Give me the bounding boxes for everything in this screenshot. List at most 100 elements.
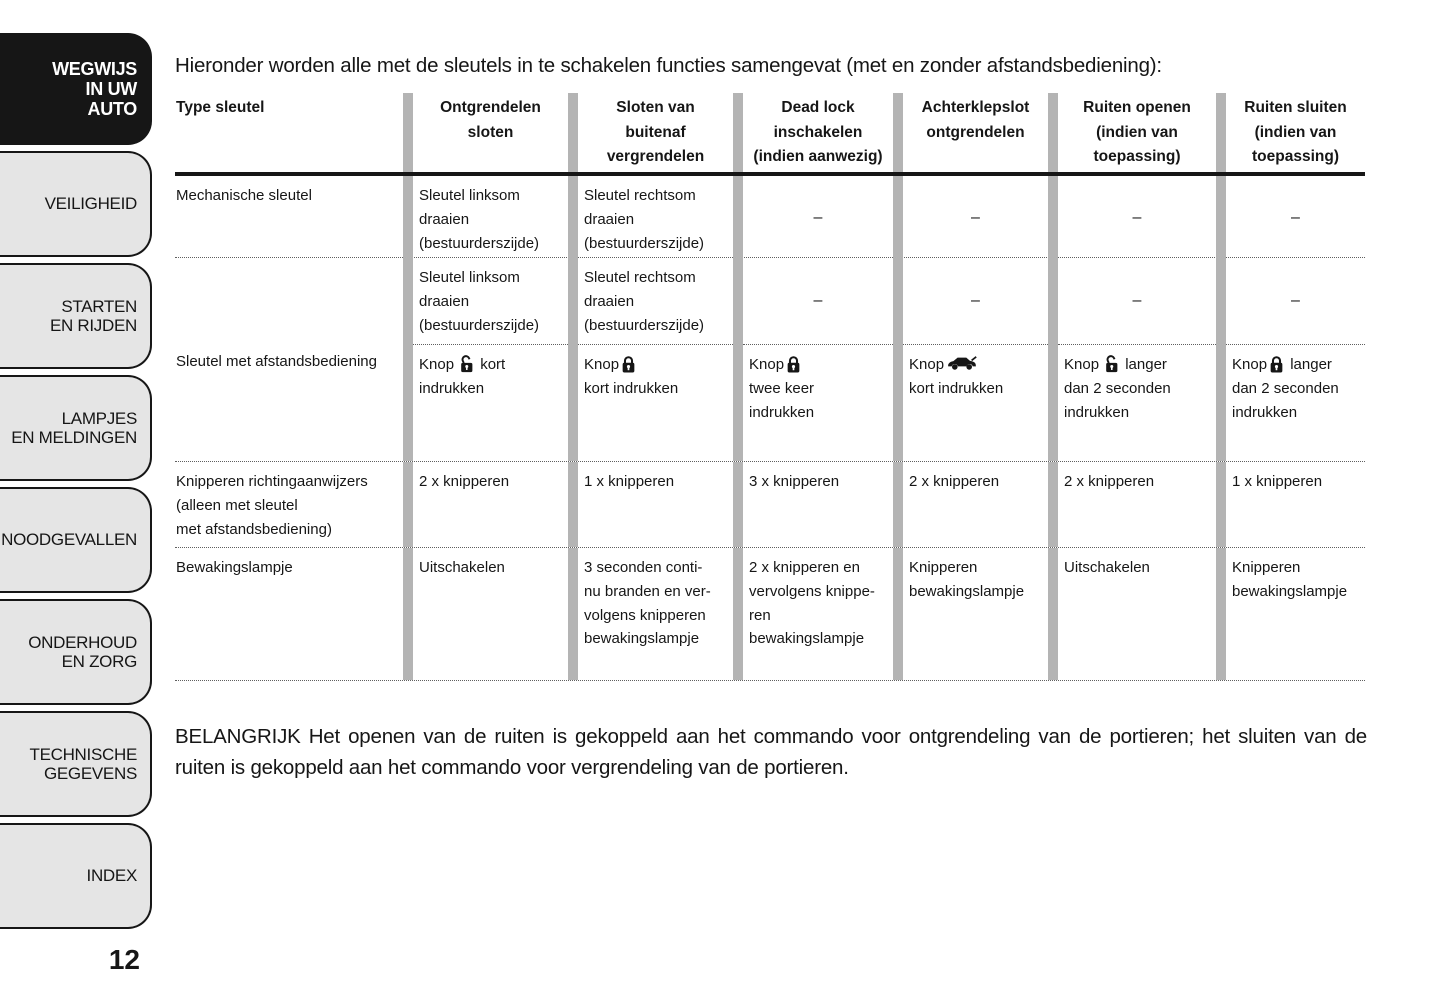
table-cell-knop-ruiten-openen: Knop langer dan 2 seconden indrukken (1064, 355, 1171, 421)
column-separator (568, 462, 578, 547)
tab-label: LAMPJES EN MELDINGEN (11, 408, 137, 447)
column-separator (1048, 258, 1058, 461)
sidebar-item-wegwijs-in-uw-auto[interactable]: WEGWIJS IN UW AUTO (0, 33, 152, 145)
column-separator (403, 548, 413, 680)
table-cell-knop-achterklep: Knop kort indrukken (909, 355, 1004, 397)
column-separator (1048, 462, 1058, 547)
car-open-trunk-icon (947, 355, 977, 371)
table-cell-dash: – (743, 258, 893, 345)
table-cell: 1 x knipperen (1232, 473, 1323, 490)
row-label: Mechanische sleutel (176, 187, 312, 204)
column-separator (568, 258, 578, 461)
tab-label: ONDERHOUD EN ZORG (28, 632, 137, 671)
sidebar-item-lampjes-en-meldingen[interactable]: LAMPJES EN MELDINGEN (0, 375, 152, 481)
sidebar-item-index[interactable]: INDEX (0, 823, 152, 929)
column-separator (893, 258, 903, 461)
table-cell-knop-vergrendelen: Knop kort indrukken (584, 356, 679, 397)
table-cell: 1 x knipperen (584, 473, 675, 490)
table-cell-dash: – (1226, 258, 1365, 345)
table-cell: Sleutel rechtsom draaien (bestuurderszij… (584, 187, 705, 252)
important-note: BELANGRIJK Het openen van de ruiten is g… (175, 721, 1367, 783)
column-separator (1216, 548, 1226, 680)
table-cell: 3 x knipperen (749, 473, 840, 490)
sidebar-item-veiligheid[interactable]: VEILIGHEID (0, 151, 152, 257)
tab-label: TECHNISCHE GEGEVENS (29, 744, 137, 783)
table-cell: Sleutel linksom draaien (bestuurderszijd… (419, 187, 540, 252)
table-cell: Knipperen bewakingslampje (909, 559, 1025, 600)
column-header-ruiten-sluiten: Ruiten sluiten (indien van toepassing) (1244, 99, 1347, 165)
table-row-knipperen-richtingaanwijzers: Knipperen richtingaanwijzers (alleen met… (175, 462, 1365, 548)
lock-open-icon (1102, 355, 1118, 373)
sidebar-item-starten-en-rijden[interactable]: STARTEN EN RIJDEN (0, 263, 152, 369)
table-cell-dash: – (1132, 208, 1142, 226)
tab-label: INDEX (86, 866, 138, 886)
table-cell-knop-dead-lock: Knop twee keer indrukken (749, 355, 815, 421)
column-separator (893, 548, 903, 680)
table-cell: Knipperen bewakingslampje (1232, 559, 1348, 600)
column-separator (403, 258, 413, 461)
sidebar-item-onderhoud-en-zorg[interactable]: ONDERHOUD EN ZORG (0, 599, 152, 705)
page-number: 12 (108, 944, 140, 975)
table-cell: 2 x knipperen (909, 473, 1000, 490)
column-header-ruiten-openen: Ruiten openen (indien van toepassing) (1083, 99, 1191, 165)
column-separator (733, 176, 743, 260)
table-row-mechanische-sleutel: Mechanische sleutel Sleutel linksom draa… (175, 176, 1365, 260)
column-header-type-sleutel: Type sleutel (176, 99, 265, 116)
column-separator (1048, 548, 1058, 680)
column-separator (733, 548, 743, 680)
row-label: Sleutel met afstandsbediening (176, 352, 377, 370)
column-header-sloten-buitenaf: Sloten van buitenaf vergrendelen (606, 99, 705, 165)
table-cell-dash: – (1291, 208, 1300, 226)
lock-open-icon (457, 355, 473, 373)
column-header-ontgrendelen: Ontgrendelen sloten (440, 99, 541, 141)
table-header-row: Type sleutel Ontgrendelen sloten Sloten … (175, 93, 1365, 176)
column-separator (1216, 176, 1226, 260)
tab-label: STARTEN EN RIJDEN (49, 296, 137, 335)
column-separator (893, 93, 903, 172)
table-cell: 2 x knipperen (419, 473, 510, 490)
key-functions-table: Type sleutel Ontgrendelen sloten Sloten … (175, 93, 1365, 681)
column-separator (893, 176, 903, 260)
column-separator (733, 258, 743, 461)
table-row-sleutel-met-afstandsbediening: Sleutel met afstandsbediening Sleutel li… (175, 258, 1365, 462)
important-label: BELANGRIJK (175, 724, 301, 748)
table-cell: Sleutel linksom draaien (bestuurderszijd… (413, 258, 568, 345)
column-separator (1216, 462, 1226, 547)
column-separator (1048, 93, 1058, 172)
intro-text: Hieronder worden alle met de sleutels in… (175, 53, 1162, 77)
column-separator (403, 93, 413, 172)
table-cell: Uitschakelen (1064, 559, 1150, 576)
table-cell-knop-ontgrendelen: Knop kort indrukken (419, 355, 506, 397)
column-separator (568, 93, 578, 172)
chapter-tab-bar: WEGWIJS IN UW AUTO VEILIGHEID STARTEN EN… (0, 33, 152, 929)
column-separator (568, 176, 578, 260)
table-cell: 2 x knipperen (1064, 473, 1155, 490)
tab-label: WEGWIJS IN UW AUTO (52, 58, 137, 120)
important-text: Het openen van de ruiten is gekoppeld aa… (175, 724, 1367, 779)
sidebar-item-noodgevallen[interactable]: NOODGEVALLEN (0, 487, 152, 593)
table-cell-knop-ruiten-sluiten: Knop langer dan 2 seconden indrukken (1232, 355, 1339, 421)
table-cell: 2 x knipperen en vervolgens knippe- ren … (749, 559, 875, 648)
column-header-achterklepslot: Achterklepslot ontgrendelen (921, 99, 1030, 141)
lock-closed-icon (1270, 355, 1283, 373)
tab-label: VEILIGHEID (44, 194, 138, 214)
column-separator (733, 462, 743, 547)
sidebar-item-technische-gegevens[interactable]: TECHNISCHE GEGEVENS (0, 711, 152, 817)
column-separator (733, 93, 743, 172)
column-separator (568, 548, 578, 680)
table-cell-dash: – (903, 258, 1048, 345)
column-separator (893, 462, 903, 547)
column-header-dead-lock: Dead lock inschakelen (indien aanwezig) (753, 99, 883, 165)
column-separator (1048, 176, 1058, 260)
column-separator (403, 462, 413, 547)
column-separator (1216, 258, 1226, 461)
column-separator (1216, 93, 1226, 172)
row-label: Bewakingslampje (176, 559, 293, 576)
table-cell-dash: – (813, 208, 823, 226)
table-cell-dash: – (1058, 258, 1216, 345)
lock-closed-icon (787, 355, 800, 373)
table-cell-dash: – (971, 208, 980, 226)
table-cell: Sleutel rechtsom draaien (bestuurderszij… (578, 258, 733, 345)
table-cell: 3 seconden conti- nu branden en ver- vol… (584, 559, 711, 648)
